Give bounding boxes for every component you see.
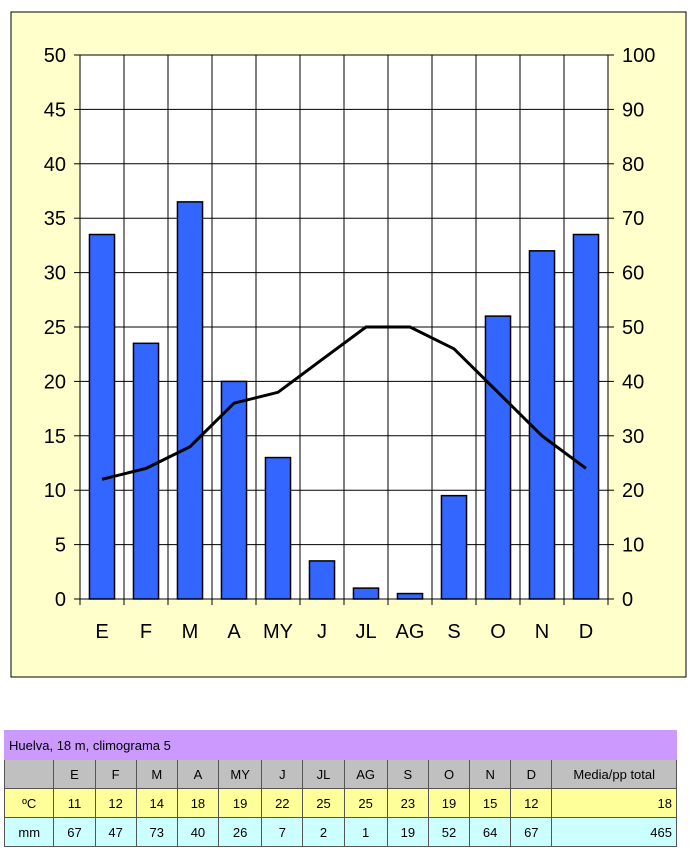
table-cell: 22 bbox=[261, 788, 304, 818]
table-cell: 465 bbox=[551, 817, 677, 847]
table-cell: 7 bbox=[261, 817, 304, 847]
climate-data-table: Huelva, 18 m, climograma 5 E F M A MY J JL AG S O N… bbox=[3, 730, 677, 847]
table-cell: 12 bbox=[94, 788, 137, 818]
left-tick-label: 30 bbox=[44, 263, 66, 285]
category-label: M bbox=[182, 621, 199, 643]
precipitation-bar bbox=[484, 315, 512, 600]
table-cell: Media/pp total bbox=[551, 759, 677, 789]
category-label: AG bbox=[396, 621, 425, 643]
category-label: J bbox=[317, 621, 327, 643]
category-label: F bbox=[140, 621, 152, 643]
table-cell: 14 bbox=[135, 788, 178, 818]
table-cell: 40 bbox=[176, 817, 220, 847]
left-tick-label: 10 bbox=[44, 480, 66, 502]
table-cell: S bbox=[386, 759, 429, 789]
precipitation-bar bbox=[572, 233, 600, 600]
left-tick-label: 20 bbox=[44, 371, 66, 393]
left-tick-label: 40 bbox=[44, 154, 66, 176]
right-tick-label: 70 bbox=[622, 208, 644, 230]
left-tick-label: 25 bbox=[44, 317, 66, 339]
right-tick-label: 20 bbox=[622, 480, 644, 502]
table-cell: 25 bbox=[343, 788, 388, 818]
category-label: A bbox=[227, 621, 241, 643]
precipitation-bar bbox=[88, 233, 116, 600]
table-cell: A bbox=[176, 759, 220, 789]
right-tick-label: 30 bbox=[622, 426, 644, 448]
table-cell: J bbox=[261, 759, 304, 789]
table-cell: MY bbox=[218, 759, 263, 789]
category-label: MY bbox=[263, 621, 293, 643]
table-cell: 12 bbox=[510, 788, 553, 818]
table-cell: 19 bbox=[386, 817, 429, 847]
right-tick-label: 0 bbox=[622, 589, 633, 611]
precipitation-bar bbox=[308, 560, 336, 600]
left-axis-ticks: 0 5 10 15 20 25 30 35 40 45 50 bbox=[44, 45, 66, 611]
category-label: O bbox=[490, 621, 506, 643]
table-cell: mm bbox=[3, 817, 55, 847]
table-cell: 47 bbox=[94, 817, 137, 847]
precipitation-bar bbox=[264, 456, 292, 600]
precipitation-bar bbox=[396, 592, 424, 600]
right-tick-label: 50 bbox=[622, 317, 644, 339]
table-cell: 25 bbox=[302, 788, 345, 818]
table-cell: 73 bbox=[135, 817, 178, 847]
table-row: ºC 11 12 14 18 19 22 25 25 23 19 15 12 18 bbox=[3, 788, 677, 818]
right-axis-ticks: 0 10 20 30 40 50 60 70 80 90 100 bbox=[622, 45, 655, 611]
table-cell: N bbox=[469, 759, 512, 789]
left-tick-label: 0 bbox=[55, 589, 66, 611]
left-tick-label: 15 bbox=[44, 426, 66, 448]
right-tick-label: 90 bbox=[622, 99, 644, 121]
table-cell: D bbox=[510, 759, 553, 789]
table-cell: E bbox=[53, 759, 96, 789]
right-tick-label: 40 bbox=[622, 371, 644, 393]
category-label: E bbox=[95, 621, 108, 643]
table-row: mm 67 47 73 40 26 7 2 1 19 52 64 67 465 bbox=[3, 817, 677, 847]
table-cell: F bbox=[94, 759, 137, 789]
table-cell: 26 bbox=[218, 817, 263, 847]
precipitation-bar bbox=[352, 587, 380, 600]
table-cell: 18 bbox=[551, 788, 677, 818]
table-cell bbox=[3, 759, 55, 789]
precipitation-bar bbox=[176, 201, 204, 600]
category-label: S bbox=[447, 621, 460, 643]
temperature-line bbox=[101, 325, 587, 481]
precipitation-bar bbox=[440, 494, 468, 600]
table-cell: 15 bbox=[469, 788, 512, 818]
left-tick-label: 35 bbox=[44, 208, 66, 230]
precipitation-bar bbox=[220, 380, 248, 600]
table-cell: 23 bbox=[386, 788, 429, 818]
table-cell: ºC bbox=[3, 788, 55, 818]
table-cell: 11 bbox=[53, 788, 96, 818]
table-cell: AG bbox=[343, 759, 388, 789]
table-cell: O bbox=[427, 759, 471, 789]
category-label: D bbox=[579, 621, 593, 643]
precipitation-bar bbox=[528, 250, 556, 600]
right-tick-label: 80 bbox=[622, 154, 644, 176]
plot-grid bbox=[74, 54, 614, 605]
right-tick-label: 60 bbox=[622, 263, 644, 285]
right-tick-label: 10 bbox=[622, 535, 644, 557]
table-cell: 52 bbox=[427, 817, 471, 847]
precipitation-bars bbox=[88, 201, 600, 600]
table-cell: 67 bbox=[53, 817, 96, 847]
right-tick-label: 100 bbox=[622, 45, 655, 67]
table-cell: 1 bbox=[343, 817, 388, 847]
table-title: Huelva, 18 m, climograma 5 bbox=[4, 730, 677, 760]
table-cell: 18 bbox=[176, 788, 220, 818]
table-cell: 2 bbox=[302, 817, 345, 847]
left-tick-label: 50 bbox=[44, 45, 66, 67]
table-cell: 19 bbox=[427, 788, 471, 818]
category-label: JL bbox=[355, 621, 376, 643]
category-labels: E F M A MY J JL AG S O N D bbox=[95, 621, 593, 643]
category-label: N bbox=[535, 621, 549, 643]
table-cell: 64 bbox=[469, 817, 512, 847]
table-row: E F M A MY J JL AG S O N D Media/pp total bbox=[3, 759, 677, 789]
left-tick-label: 5 bbox=[55, 535, 66, 557]
climate-chart: 0 5 10 15 20 25 30 35 40 45 50 0 10 20 30 40 50 60 70 80 90… bbox=[10, 11, 687, 678]
left-tick-label: 45 bbox=[44, 99, 66, 121]
table-cell: 19 bbox=[218, 788, 263, 818]
table-cell: 67 bbox=[510, 817, 553, 847]
table-cell: M bbox=[135, 759, 178, 789]
table-cell: JL bbox=[302, 759, 345, 789]
